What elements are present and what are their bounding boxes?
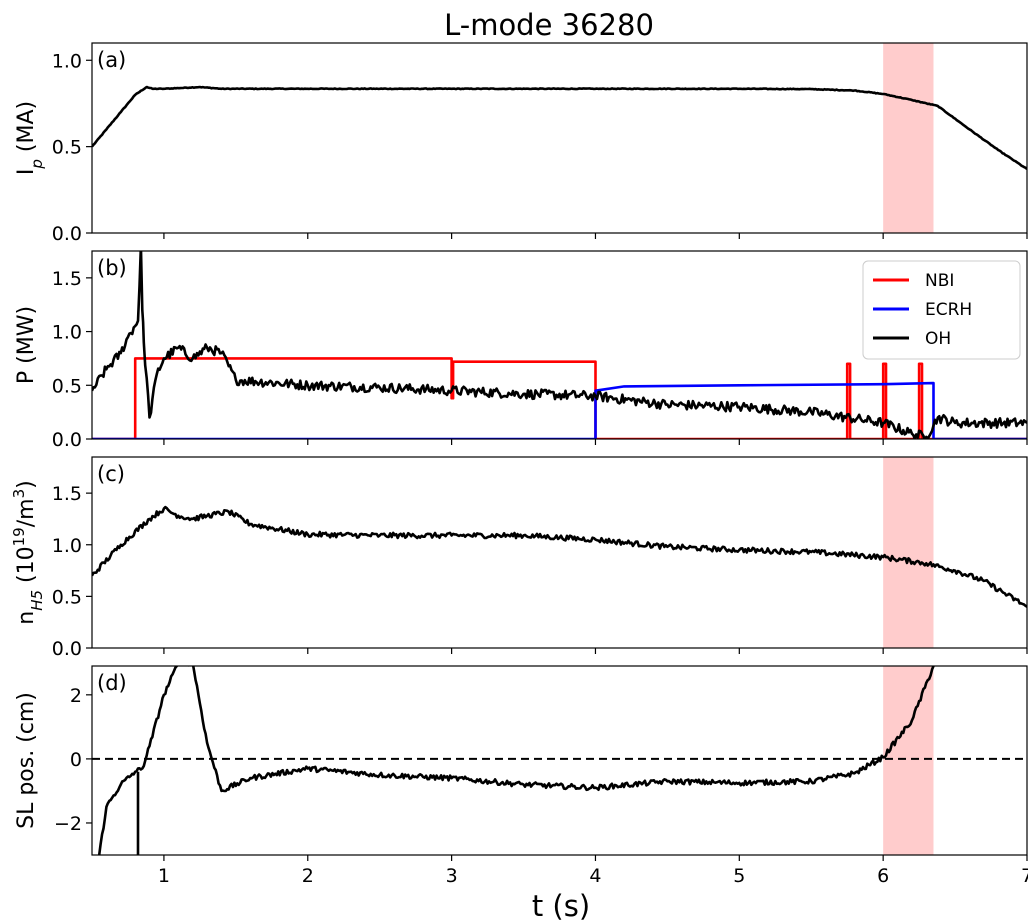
legend-label-ecrh: ECRH xyxy=(925,300,972,320)
chart-title: L-mode 36280 xyxy=(444,8,654,42)
y-axis-label: nH5 (1019/m3) xyxy=(10,480,46,624)
y-tick-label: 1.0 xyxy=(52,322,82,344)
x-axis-label: t (s) xyxy=(532,889,590,923)
x-tick-label: 4 xyxy=(589,865,601,887)
series-line-1 xyxy=(92,85,1027,171)
plot-frame xyxy=(91,456,1028,649)
y-tick-label: 0.0 xyxy=(52,638,82,660)
shaded-interval xyxy=(883,457,934,648)
series-line-nbi xyxy=(92,357,1027,439)
y-axis-label: Ip (MA) xyxy=(14,101,46,175)
x-tick-label: 1 xyxy=(158,865,170,887)
y-tick-label: −2 xyxy=(54,813,82,835)
series-group xyxy=(92,85,1027,171)
y-axis-label-part: H5 xyxy=(28,590,46,611)
y-axis-label: SL pos. (cm) xyxy=(14,692,39,829)
y-tick-label: 2 xyxy=(70,685,82,707)
y-axis-label-part: ) xyxy=(14,480,39,489)
panel-1: 0.0 0.5 1.0 (a) Ip (MA) xyxy=(14,42,1028,245)
x-tick-label: 7 xyxy=(1021,865,1028,887)
y-axis-label-part: (10 xyxy=(14,546,39,590)
y-axis-label-part: p xyxy=(28,159,46,170)
y-axis-label-part: n xyxy=(14,611,39,625)
y-axis-label-part: 3 xyxy=(10,489,28,499)
plot-frame xyxy=(91,665,1028,856)
series-group xyxy=(92,251,1027,439)
shaded-interval xyxy=(883,666,934,855)
x-tick-label: 6 xyxy=(877,865,889,887)
y-tick-label: 0.0 xyxy=(52,223,82,245)
x-tick-label: 3 xyxy=(446,865,458,887)
y-tick-label: 0.5 xyxy=(52,586,82,608)
legend-box xyxy=(862,260,1021,360)
panel-label: (d) xyxy=(97,671,127,695)
plot-frame xyxy=(91,250,1028,440)
y-axis-label-part: (MA) xyxy=(14,101,39,159)
legend-label-nbi: NBI xyxy=(925,271,954,291)
series-line-oh xyxy=(92,251,1027,439)
y-axis-label: P (MW) xyxy=(14,306,39,384)
y-axis-label-part: /m xyxy=(14,498,39,527)
panel-4: −2 0 2 1 2 3 4 5 6 7 (d) SL pos. (cm) xyxy=(14,665,1028,887)
panels: 0.0 0.5 1.0 (a) Ip (MA) 0.0 0.5 1.0 1.5 (b) P (MW)… xyxy=(10,42,1028,887)
panel-label: (c) xyxy=(97,462,125,486)
y-axis-label-part: 19 xyxy=(10,527,28,546)
x-tick-label: 2 xyxy=(302,865,314,887)
y-tick-label: 1.0 xyxy=(52,50,82,72)
y-axis-label-part: SL pos. (cm) xyxy=(14,692,39,829)
plot-frame xyxy=(91,42,1028,234)
y-tick-label: 0 xyxy=(70,749,82,771)
y-axis-label-part: I xyxy=(14,169,39,176)
y-tick-label: 1.5 xyxy=(52,483,82,505)
legend-label-oh: OH xyxy=(925,329,951,349)
y-axis-label-part: P (MW) xyxy=(14,306,39,384)
x-tick-label: 5 xyxy=(733,865,745,887)
y-tick-label: 1.5 xyxy=(52,268,82,290)
series-line-1 xyxy=(97,666,935,855)
panel-3: 0.0 0.5 1.0 1.5 (c) nH5 (1019/m3) xyxy=(10,456,1028,660)
y-tick-label: 1.0 xyxy=(52,535,82,557)
panel-label: (a) xyxy=(97,48,126,72)
panel-2: 0.0 0.5 1.0 1.5 (b) P (MW) NBI ECRH OH xyxy=(14,250,1028,451)
series-line-1 xyxy=(92,505,1027,608)
series-group xyxy=(97,666,935,855)
panel-label: (b) xyxy=(97,256,127,280)
y-tick-label: 0.5 xyxy=(52,375,82,397)
y-tick-label: 0.5 xyxy=(52,137,82,159)
shaded-interval xyxy=(883,43,934,233)
series-group xyxy=(92,505,1027,608)
y-tick-label: 0.0 xyxy=(52,429,82,451)
